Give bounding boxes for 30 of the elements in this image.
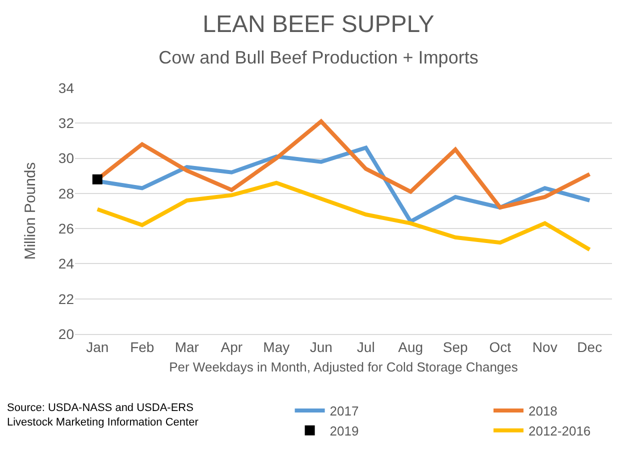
y-tick-label: 28: [58, 185, 74, 202]
x-tick-label: Aug: [398, 338, 424, 355]
legend-label: 2012-2016: [528, 423, 591, 438]
legend-label: 2017: [330, 404, 359, 419]
line-series: [95, 180, 592, 252]
x-tick-label: Apr: [220, 338, 243, 355]
x-tick-label: Jul: [356, 338, 375, 355]
x-axis-title: Per Weekdays in Month, Adjusted for Cold Storage Changes: [169, 359, 518, 374]
y-tick-label: 30: [58, 150, 74, 166]
y-tick-label: 26: [58, 220, 74, 236]
y-tick-label: 24: [58, 256, 74, 272]
x-tick-label: Mar: [174, 338, 200, 355]
y-tick-label: 34: [58, 80, 74, 96]
y-tick-label: 20: [58, 326, 74, 342]
chart-title: LEAN BEEF SUPPLY: [202, 11, 434, 38]
x-tick-label: Jun: [310, 338, 332, 355]
legend-label: 2019: [330, 423, 359, 438]
x-tick-label: Jan: [86, 338, 109, 355]
y-axis-title: Million Pounds: [22, 162, 39, 260]
legend-label: 2018: [528, 404, 558, 419]
x-tick-label: Dec: [577, 338, 602, 355]
x-tick-label: Oct: [489, 338, 512, 355]
x-tick-label: Nov: [532, 338, 558, 355]
x-tick-label: Feb: [130, 338, 154, 355]
x-tick-label: May: [263, 338, 290, 355]
x-tick-label: Sep: [442, 338, 468, 355]
source-note: Source: USDA-NASS and USDA-ERS Livestock Marketing Information Center: [7, 402, 199, 428]
y-tick-label: 32: [58, 115, 74, 132]
y-tick-label: 22: [58, 290, 74, 307]
chart-subtitle: Cow and Bull Beef Production + Imports: [158, 47, 478, 68]
